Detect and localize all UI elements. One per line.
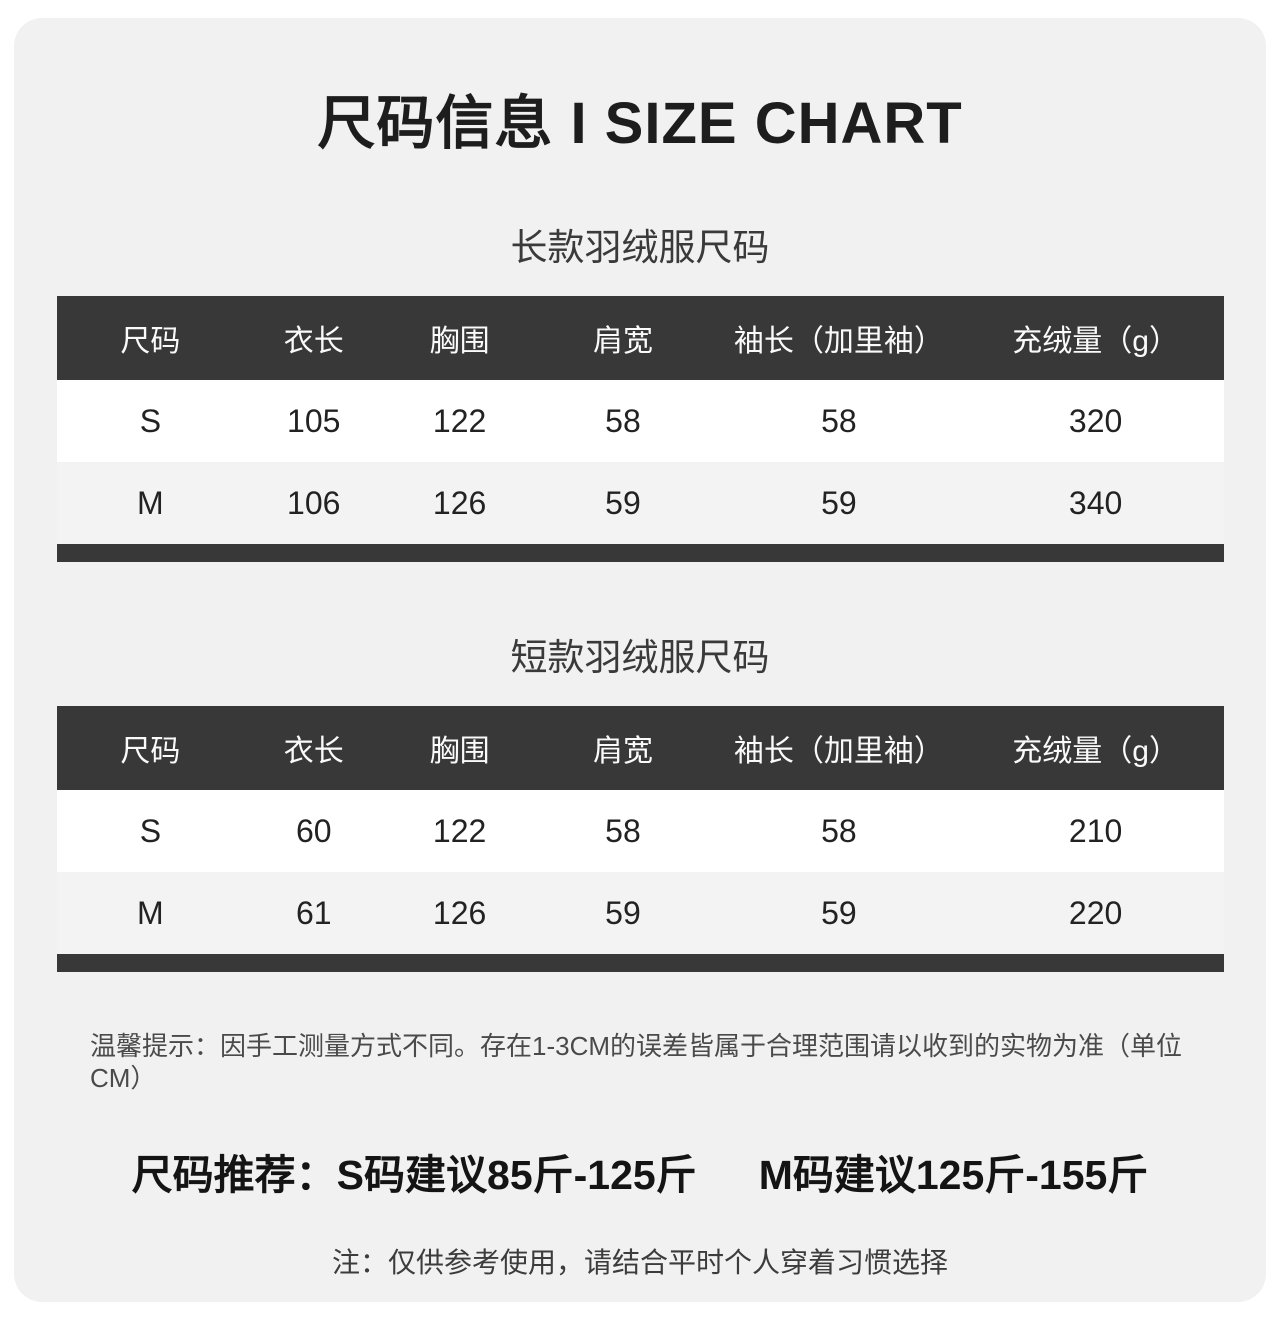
cell-garment-length: 106: [243, 462, 384, 544]
header-fill-weight: 充绒量（g）: [967, 296, 1224, 380]
cell-shoulder: 58: [535, 380, 711, 462]
short-jacket-size-table: 尺码 衣长 胸围 肩宽 袖长（加里袖） 充绒量（g） S 60 122 58 5…: [57, 706, 1224, 954]
size-m-recommendation: M码建议125斤-155斤: [758, 1152, 1149, 1198]
cell-sleeve: 59: [710, 872, 968, 954]
cell-garment-length: 61: [243, 872, 384, 954]
header-size: 尺码: [57, 296, 244, 380]
table-row: S 105 122 58 58 320: [57, 380, 1224, 462]
cell-size: M: [57, 872, 244, 954]
long-jacket-size-table: 尺码 衣长 胸围 肩宽 袖长（加里袖） 充绒量（g） S 105 122 58 …: [57, 296, 1224, 544]
size-recommendation-label: 尺码推荐：: [131, 1152, 337, 1198]
cell-bust: 122: [383, 380, 536, 462]
table-header-row: 尺码 衣长 胸围 肩宽 袖长（加里袖） 充绒量（g）: [57, 706, 1224, 790]
table-bottom-bar: [57, 544, 1224, 562]
cell-garment-length: 105: [243, 380, 384, 462]
table-row: S 60 122 58 58 210: [57, 790, 1224, 872]
cell-sleeve: 58: [710, 790, 968, 872]
short-jacket-subtitle: 短款羽绒服尺码: [510, 637, 770, 678]
cell-bust: 122: [383, 790, 536, 872]
header-garment-length: 衣长: [243, 706, 384, 790]
cell-fill-weight: 210: [967, 790, 1224, 872]
header-bust: 胸围: [383, 706, 536, 790]
table-row: M 106 126 59 59 340: [57, 462, 1224, 544]
cell-size: S: [57, 790, 244, 872]
cell-sleeve: 58: [710, 380, 968, 462]
cell-shoulder: 59: [535, 872, 711, 954]
header-garment-length: 衣长: [243, 296, 384, 380]
cell-size: S: [57, 380, 244, 462]
cell-fill-weight: 340: [967, 462, 1224, 544]
measurement-tolerance-note: 温馨提示：因手工测量方式不同。存在1-3CM的误差皆属于合理范围请以收到的实物为…: [90, 1031, 1183, 1093]
short-jacket-table-section: 尺码 衣长 胸围 肩宽 袖长（加里袖） 充绒量（g） S 60 122 58 5…: [57, 706, 1224, 972]
table-header-row: 尺码 衣长 胸围 肩宽 袖长（加里袖） 充绒量（g）: [57, 296, 1224, 380]
cell-size: M: [57, 462, 244, 544]
cell-shoulder: 58: [535, 790, 711, 872]
cell-sleeve: 59: [710, 462, 968, 544]
header-bust: 胸围: [383, 296, 536, 380]
cell-fill-weight: 220: [967, 872, 1224, 954]
size-s-recommendation: S码建议85斤-125斤: [336, 1152, 697, 1198]
page-title: 尺码信息 I SIZE CHART: [317, 91, 963, 156]
header-sleeve: 袖长（加里袖）: [710, 296, 968, 380]
size-chart-card: 尺码信息 I SIZE CHART 长款羽绒服尺码 尺码 衣长 胸围 肩宽 袖长…: [14, 18, 1266, 1302]
cell-bust: 126: [383, 462, 536, 544]
header-fill-weight: 充绒量（g）: [967, 706, 1224, 790]
cell-bust: 126: [383, 872, 536, 954]
header-shoulder: 肩宽: [535, 296, 711, 380]
header-size: 尺码: [57, 706, 244, 790]
size-recommendation: 尺码推荐：S码建议85斤-125斤 M码建议125斤-155斤: [14, 1150, 1266, 1200]
cell-garment-length: 60: [243, 790, 384, 872]
reference-only-note: 注：仅供参考使用，请结合平时个人穿着习惯选择: [331, 1247, 948, 1278]
long-jacket-subtitle: 长款羽绒服尺码: [510, 227, 770, 268]
header-shoulder: 肩宽: [535, 706, 711, 790]
cell-fill-weight: 320: [967, 380, 1224, 462]
table-bottom-bar: [57, 954, 1224, 972]
header-sleeve: 袖长（加里袖）: [710, 706, 968, 790]
cell-shoulder: 59: [535, 462, 711, 544]
long-jacket-table-section: 尺码 衣长 胸围 肩宽 袖长（加里袖） 充绒量（g） S 105 122 58 …: [57, 296, 1224, 562]
table-row: M 61 126 59 59 220: [57, 872, 1224, 954]
